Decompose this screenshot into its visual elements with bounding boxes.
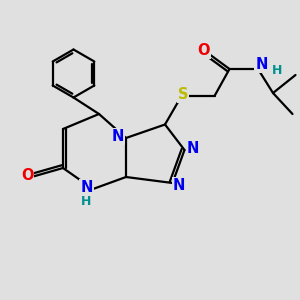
Text: N: N bbox=[187, 141, 199, 156]
Text: O: O bbox=[197, 43, 210, 58]
Text: H: H bbox=[81, 195, 92, 208]
Text: N: N bbox=[255, 57, 268, 72]
Text: S: S bbox=[178, 87, 188, 102]
Text: N: N bbox=[80, 180, 93, 195]
Text: H: H bbox=[272, 64, 282, 77]
Text: O: O bbox=[21, 168, 33, 183]
Text: N: N bbox=[111, 129, 124, 144]
Text: N: N bbox=[173, 178, 185, 193]
